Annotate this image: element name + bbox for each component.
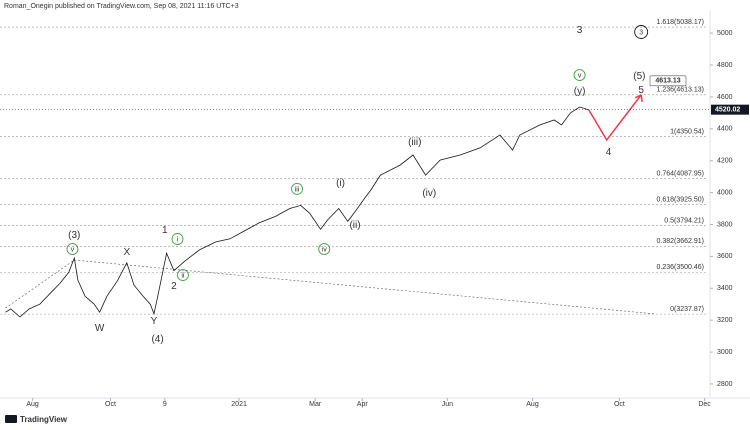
fib-label: 0(3237.87) — [670, 306, 704, 313]
wave-label: W — [95, 323, 105, 334]
wave-circle — [291, 182, 303, 195]
x-tick-label: Apr — [357, 401, 369, 408]
wave-circle — [318, 243, 331, 256]
y-tick-label: 5000 — [717, 30, 733, 37]
x-tick-label: 2021 — [231, 401, 247, 408]
y-tick-label: 4000 — [717, 189, 733, 196]
x-tick-label: Aug — [526, 401, 539, 408]
wave-label: (y) — [574, 86, 586, 97]
wave-circle — [634, 25, 649, 39]
x-tick-label: Mar — [309, 401, 322, 408]
header: Roman_Onegin published on TradingView.co… — [4, 3, 239, 10]
footer: TradingView — [20, 415, 68, 424]
y-tick-label: 3200 — [717, 317, 733, 324]
wave-label: 1 — [162, 225, 168, 236]
y-tick-label: 3800 — [717, 221, 733, 228]
wave-label: 4 — [606, 147, 612, 158]
target-label: 4613.13 — [655, 78, 680, 85]
wave-label: (iii) — [408, 137, 421, 148]
x-tick-label: Jun — [442, 401, 453, 408]
y-tick-label: 3600 — [717, 253, 733, 260]
y-tick-label: 4600 — [717, 94, 733, 101]
wave-label: Y — [151, 316, 158, 327]
price-line — [5, 106, 589, 318]
y-tick-label: 4200 — [717, 158, 733, 165]
wave-label: ii — [181, 272, 185, 279]
wave-label: v — [71, 246, 75, 253]
wave-label: 3 — [639, 29, 643, 36]
wave-label: iii — [295, 186, 300, 193]
wave-label: i — [177, 236, 179, 243]
y-tick-label: 3000 — [717, 349, 733, 356]
wave-label: iv — [322, 246, 328, 253]
last-price-label: 4520.02 — [715, 107, 740, 114]
trendline — [74, 259, 656, 315]
wave-circle — [573, 69, 586, 82]
y-tick-label: 4800 — [717, 62, 733, 69]
x-tick-label: Oct — [105, 401, 116, 408]
wave-label: X — [123, 247, 130, 258]
last-price-box — [711, 104, 749, 115]
fib-label: 1.618(5038.17) — [657, 19, 704, 26]
wave-label: (5) — [633, 71, 645, 82]
wave-label: (i) — [336, 178, 345, 189]
projection — [588, 94, 642, 142]
x-tick-label: 9 — [163, 401, 167, 408]
x-tick-label: Aug — [26, 401, 39, 408]
y-tick-label: 2800 — [717, 381, 733, 388]
fib-label: 0.618(3925.50) — [657, 196, 704, 203]
y-tick-label: 3400 — [717, 285, 733, 292]
projection-arrowhead — [634, 94, 643, 102]
fib-label: 0.5(3794.21) — [664, 217, 704, 224]
fib-label: 0.382(3662.91) — [657, 238, 704, 245]
x-tick-label: Oct — [614, 401, 625, 408]
wave-label: v — [578, 72, 582, 79]
fib-label: 0.236(3500.46) — [657, 264, 704, 271]
wave-label: 3 — [577, 25, 583, 36]
fib-label: 1.236(4613.13) — [657, 87, 704, 94]
x-tick-label: Dec — [698, 401, 711, 408]
wave-label: (3) — [68, 230, 80, 241]
wave-label: (ii) — [349, 220, 360, 231]
fib-label: 0.764(4087.95) — [657, 170, 704, 177]
wave-circle — [171, 233, 184, 245]
wave-label: (4) — [151, 334, 163, 345]
wave-label: 5 — [638, 85, 644, 96]
wave-label: 2 — [171, 281, 177, 292]
fib-label: 1(4350.54) — [670, 129, 704, 136]
logo: TradingView — [5, 415, 68, 424]
target-box — [649, 75, 687, 87]
trendline — [5, 259, 75, 309]
wave-circle — [66, 243, 79, 256]
wave-label: (iv) — [422, 188, 436, 199]
wave-circle — [176, 269, 189, 281]
y-tick-label: 4400 — [717, 126, 733, 133]
